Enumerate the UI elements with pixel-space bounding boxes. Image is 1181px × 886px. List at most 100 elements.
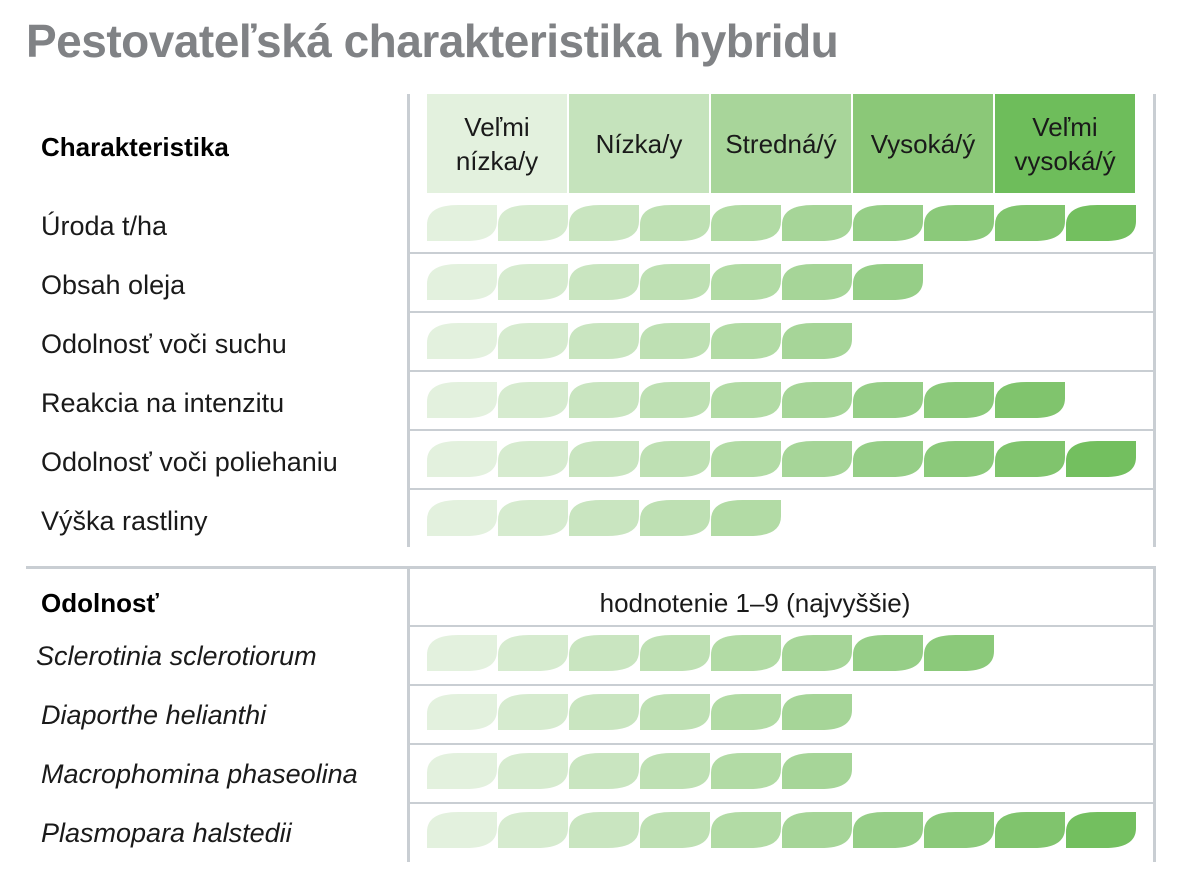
row-divider <box>410 252 1153 254</box>
scale-medium: Stredná/ý <box>711 94 851 193</box>
leaf-icon <box>640 500 710 536</box>
table-divider-right-2 <box>1153 568 1156 862</box>
leaf-icon <box>711 441 781 477</box>
row-divider <box>410 684 1153 686</box>
leaf-icon <box>782 812 852 848</box>
leaf-icon <box>782 635 852 671</box>
leaf-icon <box>569 635 639 671</box>
row-divider <box>410 802 1153 804</box>
leaf-icon <box>569 753 639 789</box>
row-label-plant-height: Výška rastliny <box>41 506 208 536</box>
leaf-icon <box>498 635 568 671</box>
leaf-icon <box>924 382 994 418</box>
leaf-icon <box>711 500 781 536</box>
leaf-icon <box>782 264 852 300</box>
scale-low-label: Nízka/y <box>595 128 683 159</box>
leaf-icon <box>569 500 639 536</box>
row-label-plasmopara: Plasmopara halstedii <box>41 818 292 848</box>
leaf-icon <box>782 205 852 241</box>
row-label-intensity-response: Reakcia na intenzitu <box>41 388 285 418</box>
row-label-drought-resistance: Odolnosť voči suchu <box>41 329 287 359</box>
section-header-resistance: Odolnosť <box>41 588 159 618</box>
leaf-icon <box>782 441 852 477</box>
leaf-icon <box>569 812 639 848</box>
table-divider-left-2 <box>407 568 410 862</box>
leaf-icon <box>924 812 994 848</box>
leaf-icon <box>711 205 781 241</box>
leaf-icon <box>924 635 994 671</box>
leaf-icon <box>782 323 852 359</box>
leaf-icon <box>711 382 781 418</box>
scale-medium-label: Stredná/ý <box>725 128 837 159</box>
leaf-icon <box>640 635 710 671</box>
row-divider <box>410 625 1153 627</box>
row-label-macrophomina: Macrophomina phaseolina <box>41 759 358 789</box>
row-label-oil-content: Obsah oleja <box>41 270 186 300</box>
leaf-icon <box>640 441 710 477</box>
leaf-icon <box>782 694 852 730</box>
leaf-icon <box>569 441 639 477</box>
table-divider-right <box>1153 94 1156 547</box>
leaf-icon <box>569 323 639 359</box>
leaf-icon <box>782 382 852 418</box>
leaf-icon <box>853 812 923 848</box>
scale-very-high-label: Veľmi vysoká/ý <box>1014 111 1116 176</box>
leaf-icon <box>427 812 497 848</box>
leaf-icon <box>1066 205 1136 241</box>
leaf-icon <box>498 812 568 848</box>
leaf-icon <box>427 441 497 477</box>
row-label-yield: Úroda t/ha <box>41 211 168 241</box>
row-label-sclerotinia: Sclerotinia sclerotiorum <box>36 641 317 671</box>
row-label-lodging-resistance: Odolnosť voči poliehaniu <box>41 447 338 477</box>
leaf-icon <box>853 264 923 300</box>
leaf-icon <box>427 382 497 418</box>
leaf-icon <box>711 264 781 300</box>
scale-very-high: Veľmi vysoká/ý <box>995 94 1135 193</box>
section-header-characteristics: Charakteristika <box>41 132 229 162</box>
leaf-icon <box>924 205 994 241</box>
leaf-icon <box>782 753 852 789</box>
leaf-icon <box>995 812 1065 848</box>
leaf-icon <box>640 264 710 300</box>
leaf-icon <box>711 323 781 359</box>
leaf-icon <box>427 500 497 536</box>
scale-very-low-label: Veľmi nízka/y <box>455 111 539 176</box>
row-divider <box>410 311 1153 313</box>
table-divider-left <box>407 94 410 547</box>
leaf-icon <box>427 753 497 789</box>
leaf-icon <box>498 500 568 536</box>
row-divider <box>410 429 1153 431</box>
leaf-icon <box>427 264 497 300</box>
leaf-icon <box>427 323 497 359</box>
leaf-icon <box>640 753 710 789</box>
row-divider <box>410 743 1153 745</box>
section-divider <box>26 566 1156 569</box>
leaf-icon <box>853 635 923 671</box>
leaf-icon <box>498 753 568 789</box>
row-divider <box>410 370 1153 372</box>
leaf-icon <box>427 635 497 671</box>
row-label-diaporthe: Diaporthe helianthi <box>41 700 267 730</box>
scale-high-label: Vysoká/ý <box>870 128 976 159</box>
leaf-icon <box>498 205 568 241</box>
leaf-icon <box>640 382 710 418</box>
leaf-icon <box>711 812 781 848</box>
leaf-icon <box>924 441 994 477</box>
leaf-icon <box>569 382 639 418</box>
scale-low: Nízka/y <box>569 94 709 193</box>
leaf-icon <box>498 264 568 300</box>
scale-note: hodnotenie 1–9 (najvyššie) <box>599 588 911 618</box>
leaf-icon <box>569 205 639 241</box>
leaf-icon <box>498 323 568 359</box>
leaf-icon <box>995 441 1065 477</box>
leaf-icon <box>1066 441 1136 477</box>
leaf-icon <box>498 441 568 477</box>
leaf-icon <box>1066 812 1136 848</box>
leaf-icon <box>853 382 923 418</box>
scale-very-low: Veľmi nízka/y <box>427 94 567 193</box>
row-divider <box>410 488 1153 490</box>
leaf-icon <box>640 205 710 241</box>
leaf-icon <box>498 382 568 418</box>
leaf-icon <box>427 694 497 730</box>
